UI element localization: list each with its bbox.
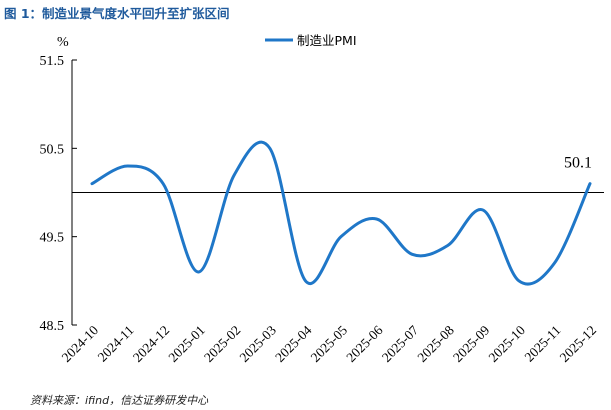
y-tick-label: 48.5 — [40, 319, 65, 334]
x-tick-label: 2025-07 — [379, 322, 422, 365]
x-tick-label: 2025-01 — [165, 323, 207, 365]
axes: 48.549.550.551.5%2024-102024-112024-1220… — [40, 35, 600, 365]
legend-label: 制造业PMI — [297, 33, 357, 48]
x-tick-label: 2024-11 — [95, 323, 137, 365]
x-tick-label: 2025-08 — [414, 322, 457, 365]
y-tick-label: 51.5 — [40, 54, 65, 69]
x-tick-label: 2025-11 — [521, 323, 563, 365]
x-tick-label: 2025-02 — [201, 323, 243, 365]
y-unit-label: % — [57, 35, 69, 50]
series-line-pmi — [90, 140, 592, 286]
series-group — [90, 140, 592, 286]
x-tick-label: 2025-12 — [557, 323, 599, 365]
x-tick-label: 2025-04 — [272, 322, 315, 365]
x-tick-label: 2024-12 — [130, 323, 172, 365]
labels-group: 制造业PMI 50.1 — [265, 33, 592, 172]
x-tick-label: 2025-10 — [486, 322, 529, 365]
y-tick-label: 50.5 — [40, 142, 65, 157]
x-tick-label: 2025-09 — [450, 322, 493, 365]
data-label-last: 50.1 — [564, 155, 592, 172]
x-tick-label: 2025-03 — [237, 322, 280, 365]
figure-title: 图 1：制造业景气度水平回升至扩张区间 — [4, 6, 230, 21]
source-note: 资料来源：ifind，信达证券研发中心 — [30, 394, 209, 407]
y-tick-label: 49.5 — [40, 231, 65, 246]
x-tick-label: 2025-06 — [343, 322, 386, 365]
x-tick-label: 2024-10 — [59, 322, 102, 365]
x-tick-label: 2025-05 — [308, 322, 351, 365]
